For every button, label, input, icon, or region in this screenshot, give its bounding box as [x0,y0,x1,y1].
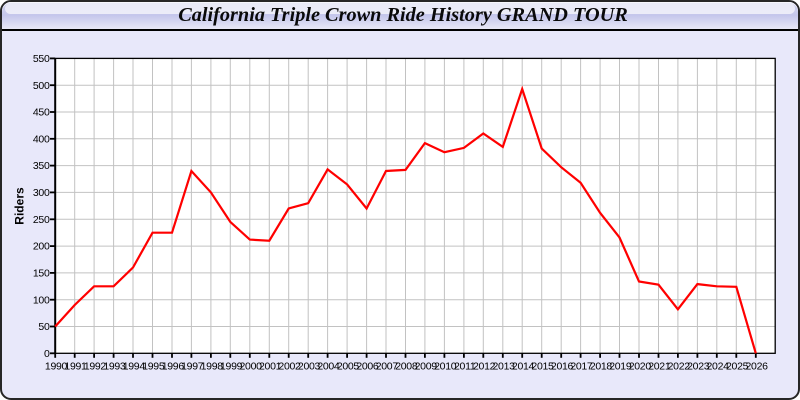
svg-text:2005: 2005 [337,361,360,373]
svg-text:50: 50 [38,321,50,333]
svg-text:0: 0 [44,348,50,360]
svg-text:2023: 2023 [687,361,710,373]
svg-text:2004: 2004 [317,361,340,373]
svg-text:2008: 2008 [395,361,418,373]
svg-text:2025: 2025 [726,361,749,373]
svg-text:500: 500 [33,80,50,92]
svg-text:2003: 2003 [298,361,321,373]
svg-text:1991: 1991 [64,361,87,373]
svg-text:400: 400 [33,133,50,145]
svg-text:1995: 1995 [142,361,165,373]
svg-text:450: 450 [33,107,50,119]
svg-text:1996: 1996 [162,361,185,373]
svg-text:Riders: Riders [13,187,27,225]
svg-text:2022: 2022 [668,361,691,373]
svg-text:2017: 2017 [570,361,593,373]
svg-text:1992: 1992 [84,361,107,373]
svg-text:1990: 1990 [45,361,68,373]
svg-text:1994: 1994 [123,361,146,373]
svg-text:2019: 2019 [609,361,632,373]
svg-text:1998: 1998 [201,361,224,373]
svg-text:550: 550 [33,53,50,65]
svg-text:350: 350 [33,160,50,172]
svg-text:2024: 2024 [707,361,730,373]
svg-text:2015: 2015 [531,361,554,373]
svg-text:100: 100 [33,294,50,306]
svg-text:2007: 2007 [376,361,399,373]
svg-text:2012: 2012 [473,361,496,373]
svg-text:2021: 2021 [648,361,671,373]
svg-text:2006: 2006 [356,361,379,373]
svg-text:1997: 1997 [181,361,204,373]
svg-text:200: 200 [33,241,50,253]
svg-text:2013: 2013 [493,361,516,373]
svg-text:2026: 2026 [746,361,769,373]
svg-text:250: 250 [33,214,50,226]
svg-text:1993: 1993 [103,361,126,373]
svg-text:2014: 2014 [512,361,535,373]
svg-text:2009: 2009 [415,361,438,373]
svg-text:2018: 2018 [590,361,613,373]
svg-text:2010: 2010 [434,361,457,373]
svg-text:2000: 2000 [240,361,263,373]
svg-text:2002: 2002 [278,361,301,373]
svg-text:2020: 2020 [629,361,652,373]
svg-text:2001: 2001 [259,361,282,373]
svg-text:150: 150 [33,268,50,280]
svg-text:300: 300 [33,187,50,199]
svg-text:2011: 2011 [454,361,476,373]
svg-text:1999: 1999 [220,361,243,373]
svg-text:2016: 2016 [551,361,574,373]
